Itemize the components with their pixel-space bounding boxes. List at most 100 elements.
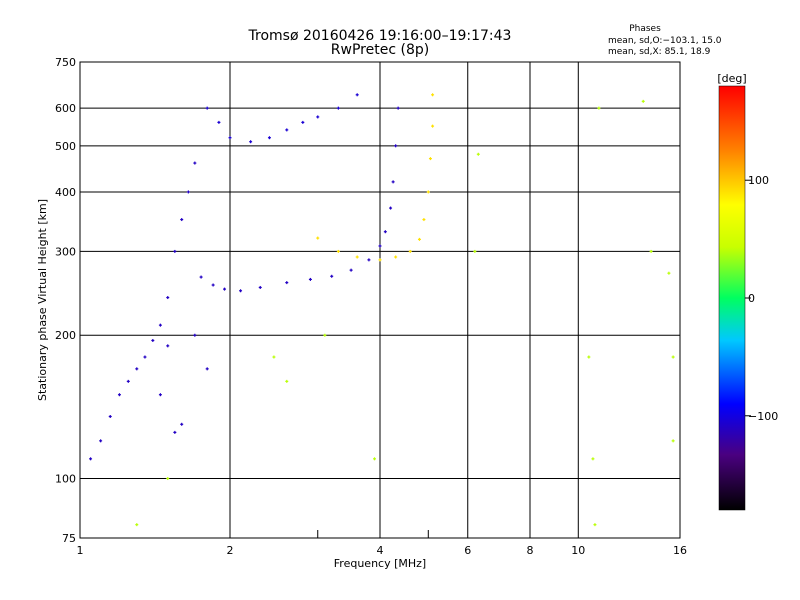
y-tick-label: 300 bbox=[55, 245, 76, 258]
echo-point bbox=[389, 206, 393, 210]
echo-point bbox=[89, 457, 93, 461]
echo-point bbox=[166, 296, 170, 300]
echo-point bbox=[173, 249, 177, 253]
echo-point bbox=[473, 249, 477, 253]
y-axis-title: Stationary phase Virtual Height [km] bbox=[36, 199, 49, 401]
x-tick-label: 2 bbox=[227, 544, 234, 557]
echo-point bbox=[285, 281, 289, 285]
echo-point bbox=[126, 379, 130, 383]
echo-point bbox=[355, 93, 359, 97]
echo-point bbox=[223, 287, 227, 291]
echo-point bbox=[199, 275, 203, 279]
grid bbox=[79, 61, 681, 539]
echo-point bbox=[597, 106, 601, 110]
phases-x-stats: mean, sd,X: 85.1, 18.9 bbox=[608, 47, 711, 57]
echo-point bbox=[394, 144, 398, 148]
x-tick-label: 16 bbox=[673, 544, 687, 557]
echo-point bbox=[476, 152, 480, 156]
echo-point bbox=[373, 457, 377, 461]
echo-point bbox=[239, 289, 243, 293]
echo-point bbox=[135, 523, 139, 527]
echo-point bbox=[158, 393, 162, 397]
echo-point bbox=[591, 457, 595, 461]
echo-point bbox=[378, 258, 382, 262]
phases-o-stats: mean, sd,O:−103.1, 15.0 bbox=[608, 36, 722, 46]
echo-point bbox=[301, 120, 305, 124]
echo-point bbox=[272, 355, 276, 359]
echo-point bbox=[408, 249, 412, 253]
echo-point bbox=[180, 422, 184, 426]
echo-point bbox=[671, 355, 675, 359]
echo-point bbox=[205, 106, 209, 110]
echo-point bbox=[383, 230, 387, 234]
x-tick-label: 4 bbox=[377, 544, 384, 557]
echo-point bbox=[649, 249, 653, 253]
echo-point bbox=[394, 255, 398, 259]
chart-subtitle: RwPretec (8p) bbox=[331, 42, 429, 58]
echo-point bbox=[173, 430, 177, 434]
echo-point bbox=[117, 393, 121, 397]
colorbar-ticks: 100 0 −100 bbox=[745, 174, 778, 423]
echo-point bbox=[217, 120, 221, 124]
y-tick-label: 100 bbox=[55, 473, 76, 486]
echo-point bbox=[330, 274, 334, 278]
echo-point bbox=[186, 190, 190, 194]
x-tick-label: 1 bbox=[77, 544, 84, 557]
echo-point bbox=[151, 338, 155, 342]
axis-ticks: 1 2 4 6 8 10 16 75 100 200 300 400 500 600 750 bbox=[55, 56, 687, 557]
echo-point bbox=[391, 180, 395, 184]
echo-point bbox=[158, 323, 162, 327]
y-tick-label: 75 bbox=[62, 532, 76, 545]
echo-point bbox=[308, 277, 312, 281]
y-tick-label: 750 bbox=[55, 56, 76, 69]
echo-point bbox=[228, 136, 232, 140]
colorbar-tick-label: 100 bbox=[748, 174, 769, 187]
colorbar bbox=[718, 85, 746, 511]
echo-point bbox=[316, 236, 320, 240]
echo-point bbox=[667, 271, 671, 275]
x-tick-label: 6 bbox=[464, 544, 471, 557]
echo-point bbox=[211, 283, 215, 287]
echo-point bbox=[99, 439, 103, 443]
echo-point bbox=[336, 106, 340, 110]
x-axis-title: Frequency [MHz] bbox=[334, 557, 426, 570]
plot-frame bbox=[79, 61, 681, 539]
echo-point bbox=[135, 367, 139, 371]
echo-point bbox=[180, 218, 184, 222]
colorbar-label: [deg] bbox=[717, 72, 746, 85]
echo-point bbox=[396, 106, 400, 110]
echo-point bbox=[285, 128, 289, 132]
echo-point bbox=[671, 439, 675, 443]
data-points bbox=[89, 93, 675, 527]
phases-heading: Phases bbox=[629, 24, 661, 34]
y-tick-label: 200 bbox=[55, 329, 76, 342]
echo-point bbox=[166, 477, 170, 481]
echo-point bbox=[349, 268, 353, 272]
y-tick-label: 600 bbox=[55, 102, 76, 115]
x-tick-label: 10 bbox=[571, 544, 585, 557]
echo-point bbox=[193, 161, 197, 165]
y-tick-label: 400 bbox=[55, 186, 76, 199]
echo-point bbox=[428, 157, 432, 161]
echo-point bbox=[316, 115, 320, 119]
echo-point bbox=[166, 344, 170, 348]
echo-point bbox=[431, 124, 435, 128]
echo-point bbox=[593, 523, 597, 527]
echo-point bbox=[258, 285, 262, 289]
echo-point bbox=[431, 93, 435, 97]
echo-point bbox=[355, 255, 359, 259]
echo-point bbox=[323, 333, 327, 337]
echo-point bbox=[336, 249, 340, 253]
colorbar-tick-label: −100 bbox=[748, 410, 778, 423]
echo-point bbox=[422, 218, 426, 222]
colorbar-tick-label: 0 bbox=[748, 292, 755, 305]
echo-point bbox=[267, 136, 271, 140]
echo-point bbox=[193, 333, 197, 337]
echo-point bbox=[285, 379, 289, 383]
echo-point bbox=[426, 190, 430, 194]
echo-point bbox=[143, 355, 147, 359]
y-tick-label: 500 bbox=[55, 140, 76, 153]
echo-point bbox=[587, 355, 591, 359]
echo-point bbox=[108, 414, 112, 418]
